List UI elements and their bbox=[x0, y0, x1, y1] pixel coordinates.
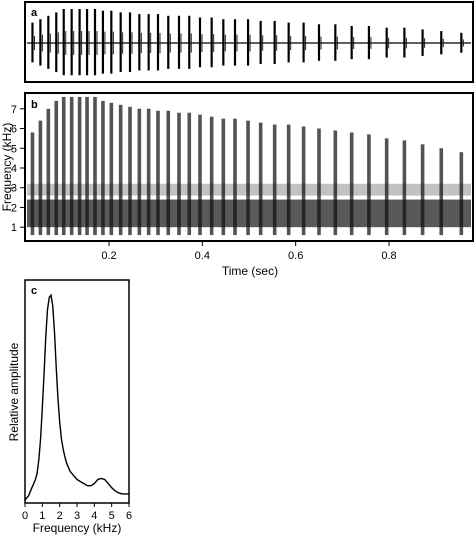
spectrogram-x-tick-label: 0.6 bbox=[288, 250, 303, 262]
spectrogram-pulse bbox=[30, 132, 35, 236]
spectrogram-pulse bbox=[146, 108, 151, 236]
spectrum-x-tick-label: 6 bbox=[126, 510, 132, 522]
spectrogram-pulse bbox=[333, 130, 338, 236]
panel-c-label: c bbox=[31, 285, 37, 297]
spectrogram-pulse bbox=[61, 96, 66, 236]
spectrogram-marks bbox=[27, 96, 471, 236]
spectrogram-pulse bbox=[384, 138, 389, 236]
panel-b-frame bbox=[24, 92, 474, 242]
spectrogram-y-tick-label: 3 bbox=[11, 183, 17, 195]
spectrogram-pulse bbox=[109, 102, 114, 236]
spectrogram-pulse bbox=[402, 140, 407, 236]
spectrogram-pulse bbox=[101, 100, 105, 236]
spectrogram-pulse bbox=[209, 116, 214, 236]
spectrogram-x-tick-label: 0.8 bbox=[381, 250, 396, 262]
spectrogram-pulse bbox=[46, 108, 51, 236]
spectrogram-y-ticks: 1 2 3 4 5 6 7 bbox=[11, 104, 25, 234]
spectrogram-pulse bbox=[128, 106, 132, 236]
spectrogram-x-ticks: 0.2 0.4 0.6 0.8 bbox=[101, 241, 397, 262]
spectrogram-pulse bbox=[177, 112, 181, 236]
spectrogram-pulse bbox=[85, 96, 89, 236]
oscillogram-marks bbox=[27, 9, 471, 76]
spectrogram-pulse bbox=[137, 108, 142, 236]
spectrogram-pulse bbox=[233, 118, 237, 236]
spectrogram-y-tick-label: 1 bbox=[11, 222, 17, 234]
spectrogram-pulse bbox=[420, 144, 425, 236]
spectrogram-y-tick-label: 7 bbox=[11, 104, 17, 116]
panel-a-oscillogram: a bbox=[24, 1, 474, 83]
spectrogram-pulse bbox=[349, 132, 354, 236]
spectrogram-pulse bbox=[156, 110, 160, 236]
spectrogram-pulse bbox=[221, 118, 226, 236]
spectrogram-pulse bbox=[69, 96, 74, 236]
panel-b-label: b bbox=[31, 99, 38, 111]
spectrogram-pulse bbox=[459, 152, 464, 236]
panel-c-frame bbox=[24, 279, 130, 504]
spectrogram-pulse bbox=[77, 96, 82, 236]
spectrogram-pulse bbox=[272, 124, 277, 236]
spectrogram-pulse bbox=[54, 100, 59, 236]
spectrum-x-tick-label: 3 bbox=[74, 510, 80, 522]
spectrogram-pulse bbox=[187, 112, 192, 236]
spectrogram-x-tick-label: 0.2 bbox=[101, 250, 116, 262]
spectrum-marks bbox=[24, 293, 129, 501]
spectrogram-y-axis-title: Frequency (kHz) bbox=[0, 123, 14, 212]
spectrum-x-axis-title: Frequency (kHz) bbox=[33, 521, 122, 535]
spectrogram-pulse bbox=[367, 134, 371, 236]
spectrum-x-tick-label: 0 bbox=[22, 510, 28, 522]
spectrogram-pulse bbox=[38, 120, 43, 236]
spectrogram-pulse bbox=[93, 96, 97, 236]
spectrum-x-tick-label: 4 bbox=[91, 510, 97, 522]
panel-b-spectrogram: b 1 2 3 4 5 6 7 0.2 0.4 0.6 0.8 Frequency (kHz) T… bbox=[0, 92, 474, 278]
spectrum-x-tick-label: 5 bbox=[109, 510, 115, 522]
spectrogram-pulse bbox=[246, 120, 250, 236]
spectrogram-y-tick-label: 4 bbox=[11, 163, 17, 175]
spectrogram-pulse bbox=[301, 126, 306, 236]
spectrum-x-tick-label: 1 bbox=[39, 510, 45, 522]
spectrum-x-tick-label: 2 bbox=[57, 510, 63, 522]
spectrum-line bbox=[24, 293, 129, 501]
spectrogram-pulse bbox=[258, 122, 263, 236]
spectrogram-pulse bbox=[198, 114, 202, 236]
spectrogram-y-tick-label: 6 bbox=[11, 124, 17, 136]
spectrogram-pulse bbox=[166, 110, 171, 236]
spectrogram-x-tick-label: 0.4 bbox=[195, 250, 210, 262]
panel-a-label: a bbox=[31, 7, 38, 19]
spectrogram-pulse bbox=[439, 148, 444, 236]
spectrogram-pulse bbox=[118, 104, 123, 236]
spectrogram-pulse bbox=[286, 124, 291, 236]
spectrogram-x-axis-title: Time (sec) bbox=[222, 264, 278, 278]
spectrogram-pulse bbox=[317, 128, 321, 236]
spectrogram-y-tick-label: 2 bbox=[11, 202, 17, 214]
spectrogram-y-tick-label: 5 bbox=[11, 143, 17, 155]
spectrum-y-axis-title: Relative amplitude bbox=[7, 342, 21, 441]
